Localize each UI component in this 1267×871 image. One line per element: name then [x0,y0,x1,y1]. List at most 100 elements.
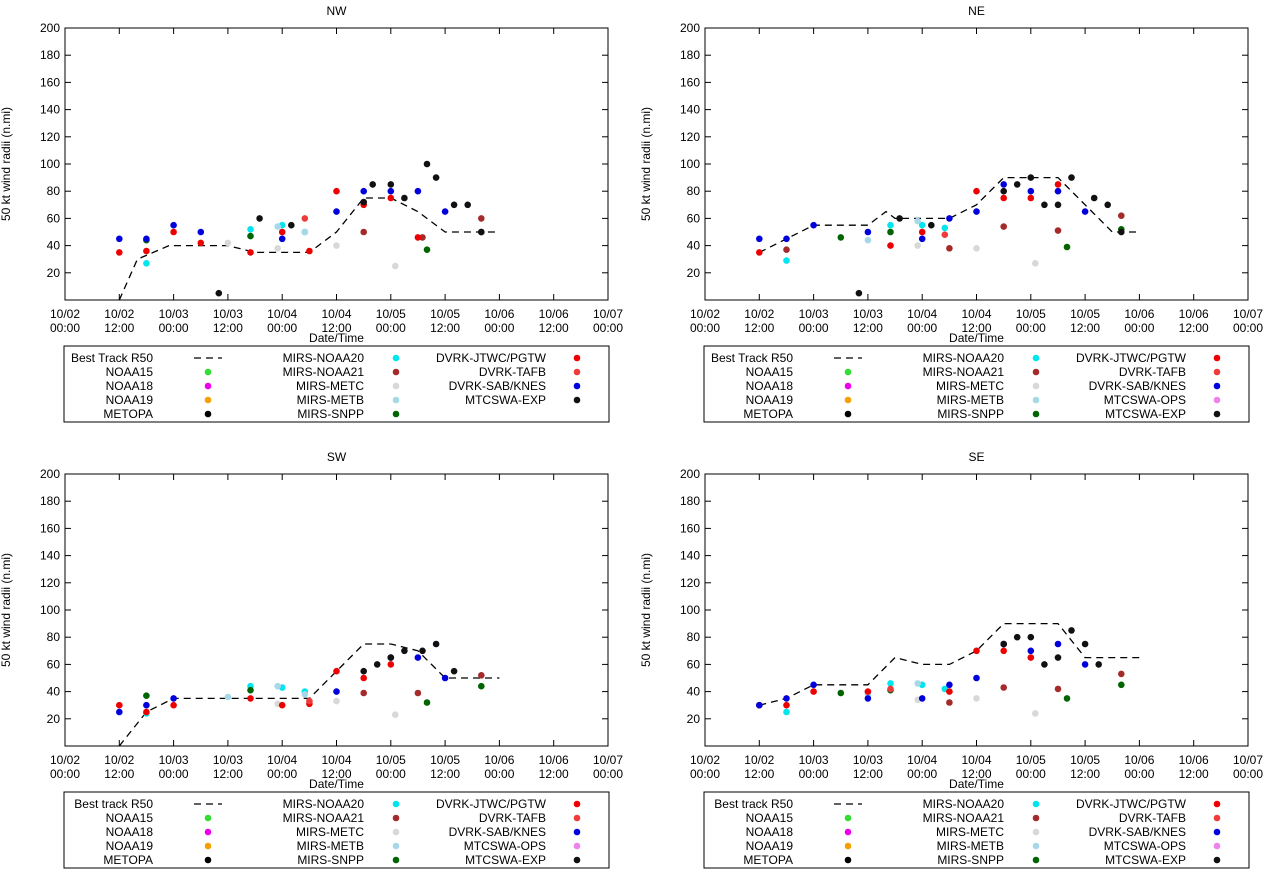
x-tick-label-date: 10/06 [484,307,514,321]
point-noaa21 [1000,684,1007,691]
point-snpp [837,689,845,697]
y-tick-label: 100 [40,603,60,617]
x-tick-label-date: 10/05 [1070,307,1100,321]
legend-label-tafb: DVRK-TAFB [1119,365,1186,379]
legend-label-exp: MTCSWA-EXP [465,393,546,407]
point-metb [301,228,309,236]
y-tick-label: 160 [40,521,60,535]
x-tick-label-time: 12:00 [213,321,243,335]
legend-label-metb: MIRS-METB [297,393,364,407]
x-tick-label-time: 00:00 [376,767,406,781]
x-tick-label-date: 10/04 [907,753,937,767]
x-tick-label-date: 10/06 [539,307,569,321]
x-tick-label-date: 10/02 [104,753,134,767]
point-noaa20 [143,260,150,267]
legend-swatch-tafb [573,814,581,822]
y-tick-label: 160 [680,75,700,89]
y-tick-label: 20 [47,266,61,280]
legend-label-metopa: METOPA [743,853,793,867]
legend-label-metb: MIRS-METB [937,839,1004,853]
point-jtwc [1054,181,1062,188]
point-metb [274,223,282,230]
point-exp [432,174,440,181]
x-tick-label-date: 10/03 [213,307,243,321]
point-sab [864,695,872,702]
x-tick-label-time: 12:00 [853,767,883,781]
point-exp [1090,194,1098,202]
y-tick-label: 160 [680,521,700,535]
x-tick-label-date: 10/06 [1179,307,1209,321]
legend-label-noaa21: MIRS-NOAA21 [283,365,365,379]
x-tick-label-time: 00:00 [593,767,623,781]
legend-label-ops: MTCSWA-OPS [1104,839,1186,853]
point-sab [116,235,123,243]
point-sab [143,701,150,709]
point-tafb [306,697,313,705]
legend-swatch-noaa21 [392,814,400,822]
point-sab [360,187,368,195]
x-tick-label-time: 00:00 [690,767,720,781]
legend-swatch-noaa21 [392,368,400,376]
point-snpp [247,232,254,240]
y-tick-label: 20 [47,712,61,726]
point-exp [387,181,395,188]
point-sab [918,695,926,702]
legend-label-noaa19: NOAA19 [746,393,794,407]
point-snpp [423,246,431,253]
point-exp [1027,633,1035,641]
legend-label-noaa18: NOAA18 [746,379,794,393]
point-sab [1081,661,1089,668]
x-tick-label-time: 00:00 [267,321,297,335]
x-tick-label-time: 12:00 [961,321,991,335]
legend-label-sab: DVRK-SAB/KNES [449,825,546,839]
legend-swatch-snpp [392,856,400,864]
y-tick-label: 140 [680,103,700,117]
point-jtwc [414,234,422,241]
point-exp [1041,201,1048,209]
legend-swatch-exp [573,856,581,864]
legend-swatch-metopa [844,856,852,864]
legend-swatch-noaa20 [1032,800,1040,808]
point-sab [756,235,763,243]
x-axis-label: Date/Time [309,331,364,345]
x-tick-label-time: 00:00 [690,321,720,335]
y-tick-label: 40 [47,239,61,253]
legend-label-metc: MIRS-METC [936,825,1004,839]
point-tafb [301,215,309,222]
point-jtwc [1027,194,1035,202]
legend-label-metb: MIRS-METB [937,393,1004,407]
point-exp [1081,640,1089,648]
y-axis-label: 50 kt wind radii (n.mi) [0,553,13,667]
legend-label-metb: MIRS-METB [297,839,364,853]
y-tick-label: 20 [687,712,701,726]
x-tick-label-date: 10/05 [376,307,406,321]
x-tick-label-date: 10/02 [744,753,774,767]
x-tick-label-date: 10/02 [104,307,134,321]
legend-label-noaa19: NOAA19 [106,839,154,853]
legend-swatch-jtwc [573,354,581,362]
x-tick-label-date: 10/04 [961,307,991,321]
point-metb [274,682,282,690]
x-tick-label-date: 10/04 [907,307,937,321]
x-tick-label-date: 10/02 [50,307,80,321]
legend-swatch-snpp [1032,410,1040,418]
legend-label-noaa15: NOAA15 [106,365,154,379]
legend-label-metc: MIRS-METC [936,379,1004,393]
legend-swatch-snpp [1032,856,1040,864]
x-tick-label-time: 12:00 [744,321,774,335]
legend-swatch-tafb [1213,368,1221,376]
point-sab [1054,640,1062,648]
legend-swatch-sab [1213,828,1221,836]
point-noaa20 [887,221,894,229]
legend-swatch-noaa19 [844,396,852,404]
point-sab [197,228,205,236]
x-tick-label-time: 12:00 [213,767,243,781]
legend-label-best: Best Track R50 [711,351,793,365]
point-exp [432,640,440,648]
legend-frame [63,345,610,423]
point-jtwc [333,187,340,195]
point-sab [810,681,817,689]
legend-label-noaa21: MIRS-NOAA21 [923,365,1005,379]
point-metc [333,697,340,705]
